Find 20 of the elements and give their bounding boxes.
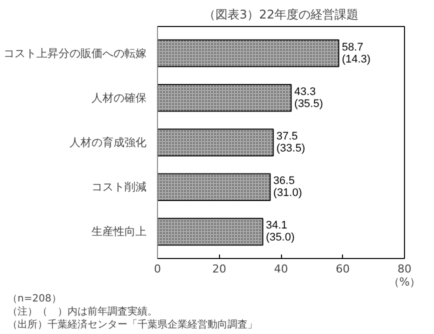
data-label: 36.5 (31.0) — [273, 175, 302, 200]
x-tick-label: 0 — [154, 262, 161, 276]
y-tick-label: 人材の確保 — [92, 91, 146, 104]
text: （出所）千葉経済センター「千葉県企業経営動向調査」 — [8, 318, 258, 330]
chart-title: （図表3）22年度の経営課題 — [204, 8, 358, 22]
data-label: 58.7 (14.3) — [342, 41, 371, 66]
y-tick-label: 人材の育成強化 — [70, 136, 146, 149]
data-label: 34.1 (35.0) — [266, 220, 295, 244]
y-tick-label: コスト上昇分の販価への転嫁 — [4, 46, 146, 60]
x-tick-label: 60 — [336, 262, 350, 276]
text: （n=208） — [8, 294, 62, 304]
x-tick-label: 80 — [398, 262, 412, 276]
y-tick-label: 生産性向上 — [92, 225, 146, 238]
x-tick-label: 20 — [212, 262, 226, 276]
text: （注）（ ）内は前年調査実績。 — [8, 306, 158, 318]
data-label: 37.5 (33.5) — [276, 130, 306, 154]
data-label: 43.3 (35.5) — [294, 86, 324, 110]
y-tick-label: コスト削減 — [92, 180, 146, 194]
x-axis-title: （%） — [388, 276, 421, 288]
x-tick-label: 40 — [274, 262, 288, 276]
